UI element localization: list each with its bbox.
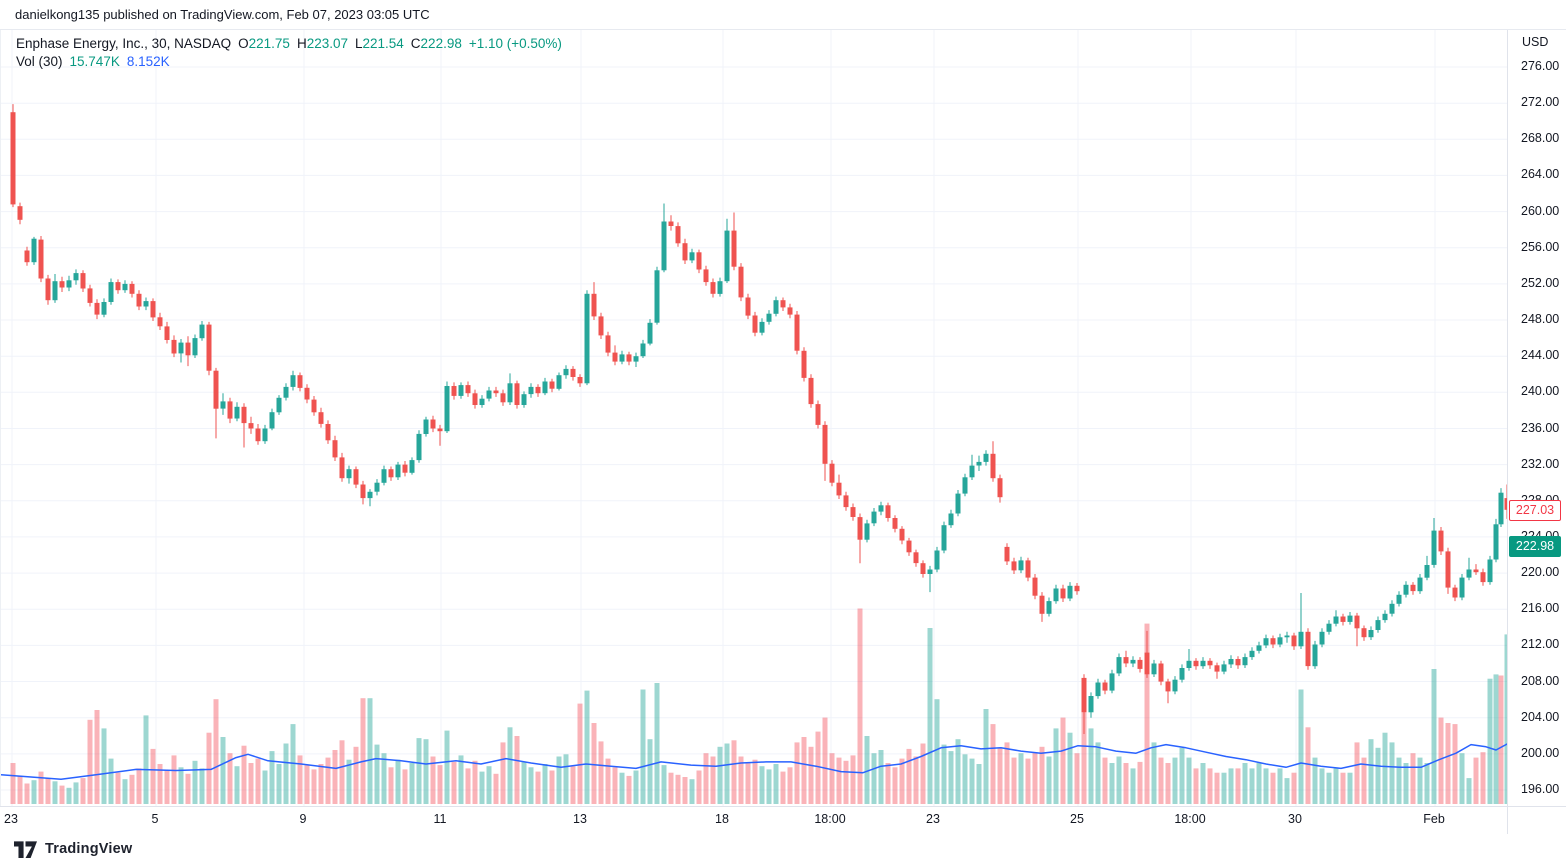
price-tick-label: 248.00 <box>1521 312 1560 327</box>
price-tick-label: 208.00 <box>1521 673 1560 688</box>
price-tick-label: 256.00 <box>1521 239 1560 254</box>
grid-layer <box>1 30 1508 806</box>
publication-caption: danielkong135 published on TradingView.c… <box>15 7 430 22</box>
ohlc-high: H223.07 <box>296 36 348 51</box>
legend-volume-row: Vol (30) 15.747K 8.152K <box>16 53 562 71</box>
time-tick-label: 30 <box>1288 812 1302 826</box>
price-tick-label: 232.00 <box>1521 456 1560 471</box>
volume-value: 15.747K <box>69 54 120 69</box>
price-tick-label: 200.00 <box>1521 745 1560 760</box>
ohlc-open: O221.75 <box>238 36 290 51</box>
price-tick-label: 276.00 <box>1521 59 1560 73</box>
tradingview-wordmark[interactable]: TradingView <box>45 841 133 857</box>
time-tick-label: 18:00 <box>814 812 846 826</box>
time-tick-label: 11 <box>433 812 447 826</box>
time-tick-label: 5 <box>151 812 159 826</box>
time-tick-label: 23 <box>4 812 18 826</box>
tradingview-logo-icon[interactable] <box>14 840 37 858</box>
tradingview-attribution[interactable]: TradingView <box>14 840 132 858</box>
chart-legend: Enphase Energy, Inc., 30, NASDAQ O221.75… <box>16 35 562 71</box>
price-tick-label: 268.00 <box>1521 131 1560 146</box>
time-tick-label: 18:00 <box>1174 812 1206 826</box>
price-tick-label: 204.00 <box>1521 709 1560 724</box>
price-tick-label: 196.00 <box>1521 782 1560 796</box>
price-tick-label: 212.00 <box>1521 637 1560 652</box>
axis-corner <box>1507 806 1566 834</box>
legend-symbol-row: Enphase Energy, Inc., 30, NASDAQ O221.75… <box>16 35 562 53</box>
price-tick-label: 240.00 <box>1521 384 1560 399</box>
ohlc-close: C222.98 <box>410 36 462 51</box>
price-badge-down: 227.03 <box>1509 499 1561 521</box>
candlestick-chart[interactable] <box>1 30 1508 806</box>
price-axis[interactable]: USD 276.00 272.00 268.00 264.00 260.00 256.00… <box>1507 30 1566 806</box>
currency-label: USD <box>1522 35 1549 49</box>
time-tick-label: 9 <box>299 812 307 826</box>
time-tick-label: Feb <box>1423 812 1445 826</box>
ohlc-low: L221.54 <box>354 36 404 51</box>
chart-region: Enphase Energy, Inc., 30, NASDAQ O221.75… <box>0 29 1566 834</box>
price-tick-label: 244.00 <box>1521 348 1560 363</box>
candles-layer <box>10 104 1508 734</box>
price-change: +1.10 (+0.50%) <box>468 36 562 51</box>
volume-label: Vol (30) <box>16 54 63 69</box>
price-tick-label: 272.00 <box>1521 95 1560 110</box>
time-axis[interactable]: 23 5 9 11 13 18 18:00 23 25 18:00 30 Feb <box>0 806 1507 834</box>
volume-ma-line <box>1 742 1508 780</box>
price-tick-label: 220.00 <box>1521 565 1560 580</box>
price-badge-up: 222.98 <box>1509 536 1561 558</box>
time-tick-label: 13 <box>573 812 587 826</box>
price-tick-label: 216.00 <box>1521 601 1560 616</box>
time-tick-label: 18 <box>715 812 729 826</box>
volume-layer <box>10 608 1508 804</box>
symbol-title: Enphase Energy, Inc., 30, NASDAQ <box>16 36 232 51</box>
time-tick-label: 23 <box>926 812 940 826</box>
time-tick-label: 25 <box>1070 812 1084 826</box>
chart-plot-area[interactable]: Enphase Energy, Inc., 30, NASDAQ O221.75… <box>0 30 1508 806</box>
price-tick-label: 236.00 <box>1521 420 1560 435</box>
price-tick-label: 260.00 <box>1521 203 1560 218</box>
volume-ma-value: 8.152K <box>126 54 170 69</box>
price-tick-label: 264.00 <box>1521 167 1560 182</box>
price-tick-label: 252.00 <box>1521 275 1560 290</box>
